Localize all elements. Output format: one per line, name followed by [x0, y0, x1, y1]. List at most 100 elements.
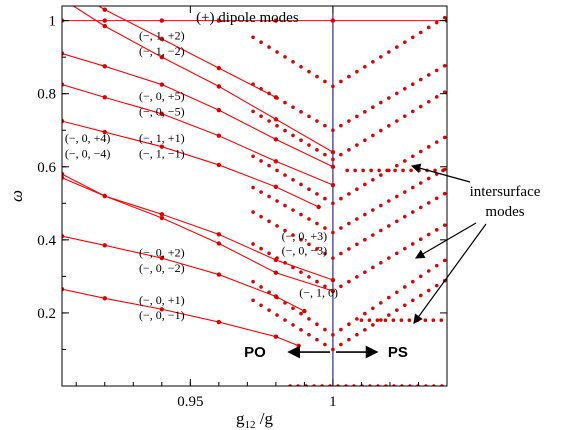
branch-4-point: [410, 210, 415, 214]
series-1-point-6: [296, 343, 301, 349]
flat-row-2-point: [431, 318, 436, 323]
series-line-7: [62, 52, 334, 168]
branch-9-point: [299, 64, 303, 69]
branch-1-point: [331, 347, 335, 352]
series-3-point-4: [216, 232, 222, 237]
series-6-point-6: [330, 182, 336, 188]
flat-row-3-point: [345, 168, 349, 173]
branch-5-point: [363, 212, 367, 217]
series-2-point-3: [159, 255, 165, 261]
branch-5-point: [259, 190, 263, 194]
flat-row-2-point: [407, 318, 412, 323]
branch-3-point: [402, 246, 407, 251]
branch-1-point: [315, 337, 319, 342]
branch-6-point: [267, 163, 271, 168]
branch-2-point: [251, 279, 255, 284]
flat-row-3-point: [401, 168, 405, 173]
intersurface-label-line1: intersurface: [470, 184, 541, 200]
flat-row-3-point: [385, 168, 389, 173]
branch-9-point: [323, 79, 327, 84]
branch-2-point: [299, 311, 303, 316]
branch-4-point: [418, 205, 423, 210]
branch-3-point: [387, 256, 391, 260]
flat-row-2-point: [423, 318, 428, 323]
branch-1-point: [339, 342, 343, 347]
branch-1-point: [307, 332, 311, 337]
branch-8-point: [418, 77, 423, 82]
branch-8-point: [331, 128, 335, 133]
series-5-point-4: [216, 162, 222, 168]
branch-6-point: [442, 135, 447, 140]
branch-4-point: [363, 237, 367, 242]
series-5-point-2: [102, 129, 107, 135]
branch-6-point: [251, 154, 255, 159]
branch-7-point: [379, 128, 383, 133]
branch-3-point: [331, 289, 335, 293]
flat-row-3-point: [441, 168, 445, 173]
branch-3-point: [442, 223, 447, 227]
branch-4-point: [355, 242, 359, 247]
annotation-layer: (−, 0, +1)(−, 0, −1) (−, 0, +2) (−, 0, −2)…: [65, 10, 541, 361]
branch-9-point: [387, 50, 391, 54]
mode-label-11: (−, 1, −1): [139, 146, 185, 160]
branch-8-point: [251, 82, 255, 86]
flat-row-2-point: [399, 318, 404, 323]
branch-9-point: [395, 45, 399, 49]
x-axis-label-tail: /g: [256, 409, 274, 428]
branch-6-point: [331, 201, 335, 206]
series-4-point-2: [102, 193, 107, 199]
series-10-point-5: [273, 18, 279, 23]
series-8-point-3: [159, 36, 165, 42]
series-7-point-2: [102, 64, 107, 69]
branch-6-point: [395, 163, 399, 168]
branch-9-point: [251, 35, 255, 40]
mode-label-6: (−, 0, −3): [282, 243, 328, 257]
branch-7-point: [323, 152, 327, 157]
branch-2-point: [307, 317, 311, 321]
series-10-point-3: [159, 18, 165, 23]
branch-2-point: [426, 269, 431, 273]
branch-1-point: [259, 303, 263, 308]
flat-row-3-point: [433, 168, 437, 173]
series-9-point-4: [216, 84, 222, 89]
ps-label: PS: [388, 344, 408, 361]
flat-row-3-point: [361, 168, 365, 173]
branch-7-point: [315, 148, 319, 152]
mode-label-15: (−, 1, −2): [139, 44, 185, 58]
branch-1-point: [418, 293, 423, 298]
branch-7-point: [291, 133, 295, 138]
branch-7-point: [434, 95, 439, 99]
branch-8-point: [379, 100, 383, 105]
branch-8-point: [402, 86, 407, 91]
branch-4-point: [267, 219, 271, 224]
branch-1-point: [434, 283, 439, 288]
branch-4-point: [331, 256, 335, 260]
dipole-modes-label: (+) dipole modes: [196, 10, 299, 26]
branch-5-point: [331, 230, 335, 235]
branch-1-point: [323, 342, 327, 347]
branch-6-point: [307, 187, 311, 191]
branch-5-point: [410, 185, 415, 190]
branch-1-point: [251, 298, 255, 303]
branch-1-point: [363, 328, 367, 332]
branch-2-point: [363, 311, 367, 316]
branch-3-point: [355, 275, 359, 279]
branch-8-point: [387, 96, 391, 100]
branch-5-point: [283, 203, 287, 208]
branch-9-point: [275, 50, 279, 54]
branch-8-point: [339, 123, 343, 128]
mode-label-5: (−, 0, +3): [282, 229, 328, 243]
series-line-1: [62, 288, 299, 347]
branch-3-point: [315, 279, 319, 284]
branch-2-point: [291, 306, 295, 311]
branch-9-point: [371, 60, 375, 64]
flat-row-2-point: [439, 318, 444, 323]
y-tick-label: 0.8: [37, 87, 56, 103]
axes-layer: 0.2 0.4 0.6 0.8 1 0.95 1: [37, 6, 447, 410]
branch-9-point: [259, 40, 263, 44]
branch-7-point: [299, 138, 303, 143]
branch-3-point: [299, 270, 303, 274]
series-4-point-1: [62, 175, 65, 180]
y-tick-label: 1: [49, 14, 57, 30]
branch-8-point: [347, 119, 351, 123]
